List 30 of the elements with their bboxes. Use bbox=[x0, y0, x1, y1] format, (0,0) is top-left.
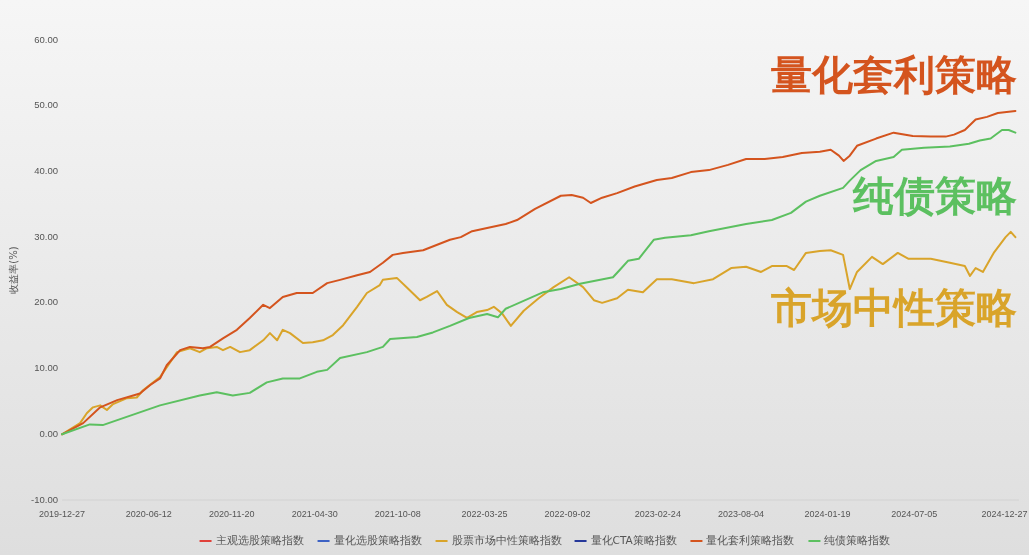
y-tick-label: 30.00 bbox=[34, 230, 58, 242]
x-tick-label: 2020-06-12 bbox=[125, 509, 172, 520]
x-tick-label: 2021-10-08 bbox=[374, 509, 421, 520]
y-tick-label: 40.00 bbox=[34, 164, 58, 176]
annotation: 市场中性策略 bbox=[770, 283, 1017, 332]
x-tick-label: 2022-09-02 bbox=[544, 509, 591, 520]
x-tick-label: 2022-03-25 bbox=[461, 509, 508, 520]
legend-label: 主观选股策略指数 bbox=[215, 534, 304, 546]
legend-label: 纯债策略指数 bbox=[824, 534, 891, 546]
x-tick-label: 2019-12-27 bbox=[38, 509, 86, 520]
x-tick-label: 2023-08-04 bbox=[717, 509, 764, 520]
y-axis-title: 收益率(%) bbox=[8, 246, 19, 294]
y-tick-label: 0.00 bbox=[39, 427, 58, 439]
y-tick-label: 60.00 bbox=[34, 33, 58, 45]
x-tick-label: 2020-11-20 bbox=[209, 509, 255, 520]
x-tick-label: 2024-01-19 bbox=[804, 509, 851, 520]
annotation: 量化套利策略 bbox=[771, 51, 1017, 100]
legend-label: 量化选股策略指数 bbox=[333, 534, 422, 546]
legend-label: 量化套利策略指数 bbox=[706, 534, 795, 546]
x-tick-label: 2021-04-30 bbox=[291, 509, 338, 520]
y-tick-label: -10.00 bbox=[31, 493, 58, 505]
y-tick-label: 50.00 bbox=[34, 99, 58, 111]
x-tick-label: 2023-02-24 bbox=[634, 509, 681, 520]
y-tick-label: 20.00 bbox=[34, 296, 58, 308]
y-tick-label: 10.00 bbox=[34, 362, 58, 374]
x-tick-label: 2024-07-05 bbox=[891, 509, 938, 520]
legend-label: 量化CTA策略指数 bbox=[590, 534, 677, 546]
legend-label: 股票市场中性策略指数 bbox=[451, 534, 562, 546]
annotation: 纯债策略 bbox=[852, 172, 1017, 221]
x-tick-label: 2024-12-27 bbox=[981, 509, 1028, 520]
